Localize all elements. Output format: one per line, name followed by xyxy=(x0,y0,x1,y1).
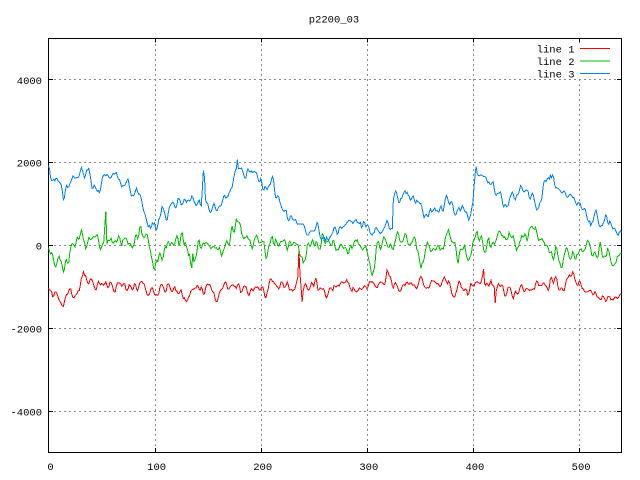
svg-text:400: 400 xyxy=(465,462,484,474)
svg-text:line 3: line 3 xyxy=(537,70,575,82)
svg-text:0: 0 xyxy=(47,462,53,474)
svg-text:200: 200 xyxy=(253,462,272,474)
svg-text:2000: 2000 xyxy=(17,159,42,171)
svg-text:4000: 4000 xyxy=(17,76,42,88)
svg-text:300: 300 xyxy=(359,462,378,474)
svg-text:500: 500 xyxy=(572,462,591,474)
svg-text:line 2: line 2 xyxy=(537,57,575,69)
svg-text:-2000: -2000 xyxy=(10,325,42,337)
svg-text:0: 0 xyxy=(36,242,42,254)
svg-text:line 1: line 1 xyxy=(537,45,575,57)
svg-text:100: 100 xyxy=(147,462,166,474)
svg-text:-4000: -4000 xyxy=(10,407,42,419)
svg-text:p2200_03: p2200_03 xyxy=(309,15,359,27)
